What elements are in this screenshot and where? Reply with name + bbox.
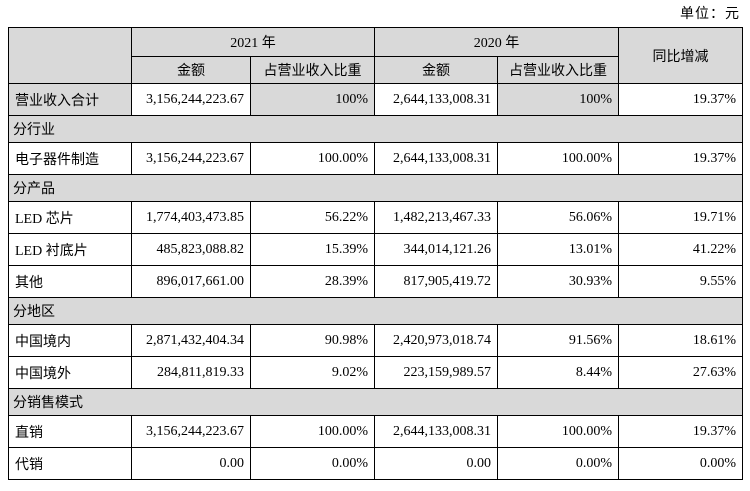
value-cell: 56.22% — [250, 201, 375, 234]
value-cell: 100% — [250, 83, 375, 116]
header-row-subcolumns: 金额 占营业收入比重 金额 占营业收入比重 — [9, 56, 743, 84]
value-cell: 1,774,403,473.85 — [131, 201, 251, 234]
value-cell: 15.39% — [250, 233, 375, 266]
amount-header-2020: 金额 — [374, 56, 498, 84]
value-cell: 19.37% — [618, 142, 743, 175]
value-cell: 8.44% — [497, 356, 619, 389]
row-label: 代销 — [8, 447, 132, 480]
section-row: 分销售模式 — [8, 388, 743, 416]
value-cell: 9.02% — [250, 356, 375, 389]
unit-label: 单位：元 — [680, 7, 740, 22]
value-cell: 90.98% — [250, 324, 375, 357]
value-cell: 0.00 — [374, 447, 498, 480]
section-row: 分地区 — [8, 297, 743, 325]
value-cell: 284,811,819.33 — [131, 356, 251, 389]
section-row: 分行业 — [8, 115, 743, 143]
year-2020-header: 2020 年 — [374, 27, 619, 57]
row-label: LED 芯片 — [8, 201, 132, 234]
value-cell: 0.00% — [250, 447, 375, 480]
table-row: LED 芯片 1,774,403,473.85 56.22% 1,482,213,46… — [8, 201, 743, 234]
amount-header-2021: 金额 — [131, 56, 251, 84]
value-cell: 18.61% — [618, 324, 743, 357]
value-cell: 3,156,244,223.67 — [131, 142, 251, 175]
table-row: 中国境内 2,871,432,404.34 90.98% 2,420,973,018.… — [8, 324, 743, 357]
value-cell: 41.22% — [618, 233, 743, 266]
row-label: 营业收入合计 — [8, 83, 132, 116]
row-label: LED 衬底片 — [8, 233, 132, 266]
table-body: 营业收入合计 3,156,244,223.67 100% 2,644,133,008.… — [8, 83, 743, 480]
value-cell: 27.63% — [618, 356, 743, 389]
section-row: 分产品 — [8, 174, 743, 202]
ratio-header-2020: 占营业收入比重 — [497, 56, 619, 84]
row-label: 直销 — [8, 415, 132, 448]
value-cell: 100.00% — [250, 415, 375, 448]
value-cell: 56.06% — [497, 201, 619, 234]
value-cell: 100.00% — [497, 415, 619, 448]
year-2021-header: 2021 年 — [131, 27, 375, 57]
corner-cell — [8, 27, 132, 84]
table-row: 电子器件制造 3,156,244,223.67 100.00% 2,644,133,0… — [8, 142, 743, 175]
value-cell: 817,905,419.72 — [374, 265, 498, 298]
table-row: LED 衬底片 485,823,088.82 15.39% 344,014,121.2… — [8, 233, 743, 266]
value-cell: 0.00% — [618, 447, 743, 480]
row-label: 中国境外 — [8, 356, 132, 389]
yoy-header: 同比增减 — [618, 27, 743, 84]
value-cell: 2,871,432,404.34 — [131, 324, 251, 357]
row-label: 电子器件制造 — [8, 142, 132, 175]
value-cell: 13.01% — [497, 233, 619, 266]
table-row: 代销 0.00 0.00% 0.00 0.00% 0.00% — [8, 447, 743, 480]
value-cell: 223,159,989.57 — [374, 356, 498, 389]
row-label: 中国境内 — [8, 324, 132, 357]
value-cell: 100.00% — [250, 142, 375, 175]
section-label: 分销售模式 — [8, 388, 743, 416]
value-cell: 0.00% — [497, 447, 619, 480]
value-cell: 19.71% — [618, 201, 743, 234]
header-row-years: 2021 年 2020 年 同比增减 — [8, 27, 743, 84]
value-cell: 9.55% — [618, 265, 743, 298]
value-cell: 3,156,244,223.67 — [131, 415, 251, 448]
value-cell: 1,482,213,467.33 — [374, 201, 498, 234]
value-cell: 0.00 — [131, 447, 251, 480]
value-cell: 28.39% — [250, 265, 375, 298]
section-label: 分行业 — [8, 115, 743, 143]
table-row: 直销 3,156,244,223.67 100.00% 2,644,133,008.3… — [8, 415, 743, 448]
value-cell: 19.37% — [618, 415, 743, 448]
value-cell: 19.37% — [618, 83, 743, 116]
value-cell: 2,644,133,008.31 — [374, 142, 498, 175]
value-cell: 2,420,973,018.74 — [374, 324, 498, 357]
ratio-header-2021: 占营业收入比重 — [250, 56, 375, 84]
value-cell: 3,156,244,223.67 — [131, 83, 251, 116]
value-cell: 2,644,133,008.31 — [374, 83, 498, 116]
table-row: 其他 896,017,661.00 28.39% 817,905,419.72 30.9… — [8, 265, 743, 298]
value-cell: 30.93% — [497, 265, 619, 298]
revenue-breakdown-table: 2021 年 2020 年 同比增减 金额 占营业收入比重 金额 占营业收入比重… — [8, 27, 743, 480]
value-cell: 100.00% — [497, 142, 619, 175]
section-label: 分地区 — [8, 297, 743, 325]
table-row: 营业收入合计 3,156,244,223.67 100% 2,644,133,008.… — [8, 83, 743, 116]
value-cell: 100% — [497, 83, 619, 116]
row-label: 其他 — [8, 265, 132, 298]
value-cell: 91.56% — [497, 324, 619, 357]
table-header: 2021 年 2020 年 同比增减 金额 占营业收入比重 金额 占营业收入比重 — [8, 27, 743, 84]
value-cell: 485,823,088.82 — [131, 233, 251, 266]
value-cell: 896,017,661.00 — [131, 265, 251, 298]
value-cell: 344,014,121.26 — [374, 233, 498, 266]
value-cell: 2,644,133,008.31 — [374, 415, 498, 448]
table-row: 中国境外 284,811,819.33 9.02% 223,159,989.57 8.4… — [8, 356, 743, 389]
section-label: 分产品 — [8, 174, 743, 202]
